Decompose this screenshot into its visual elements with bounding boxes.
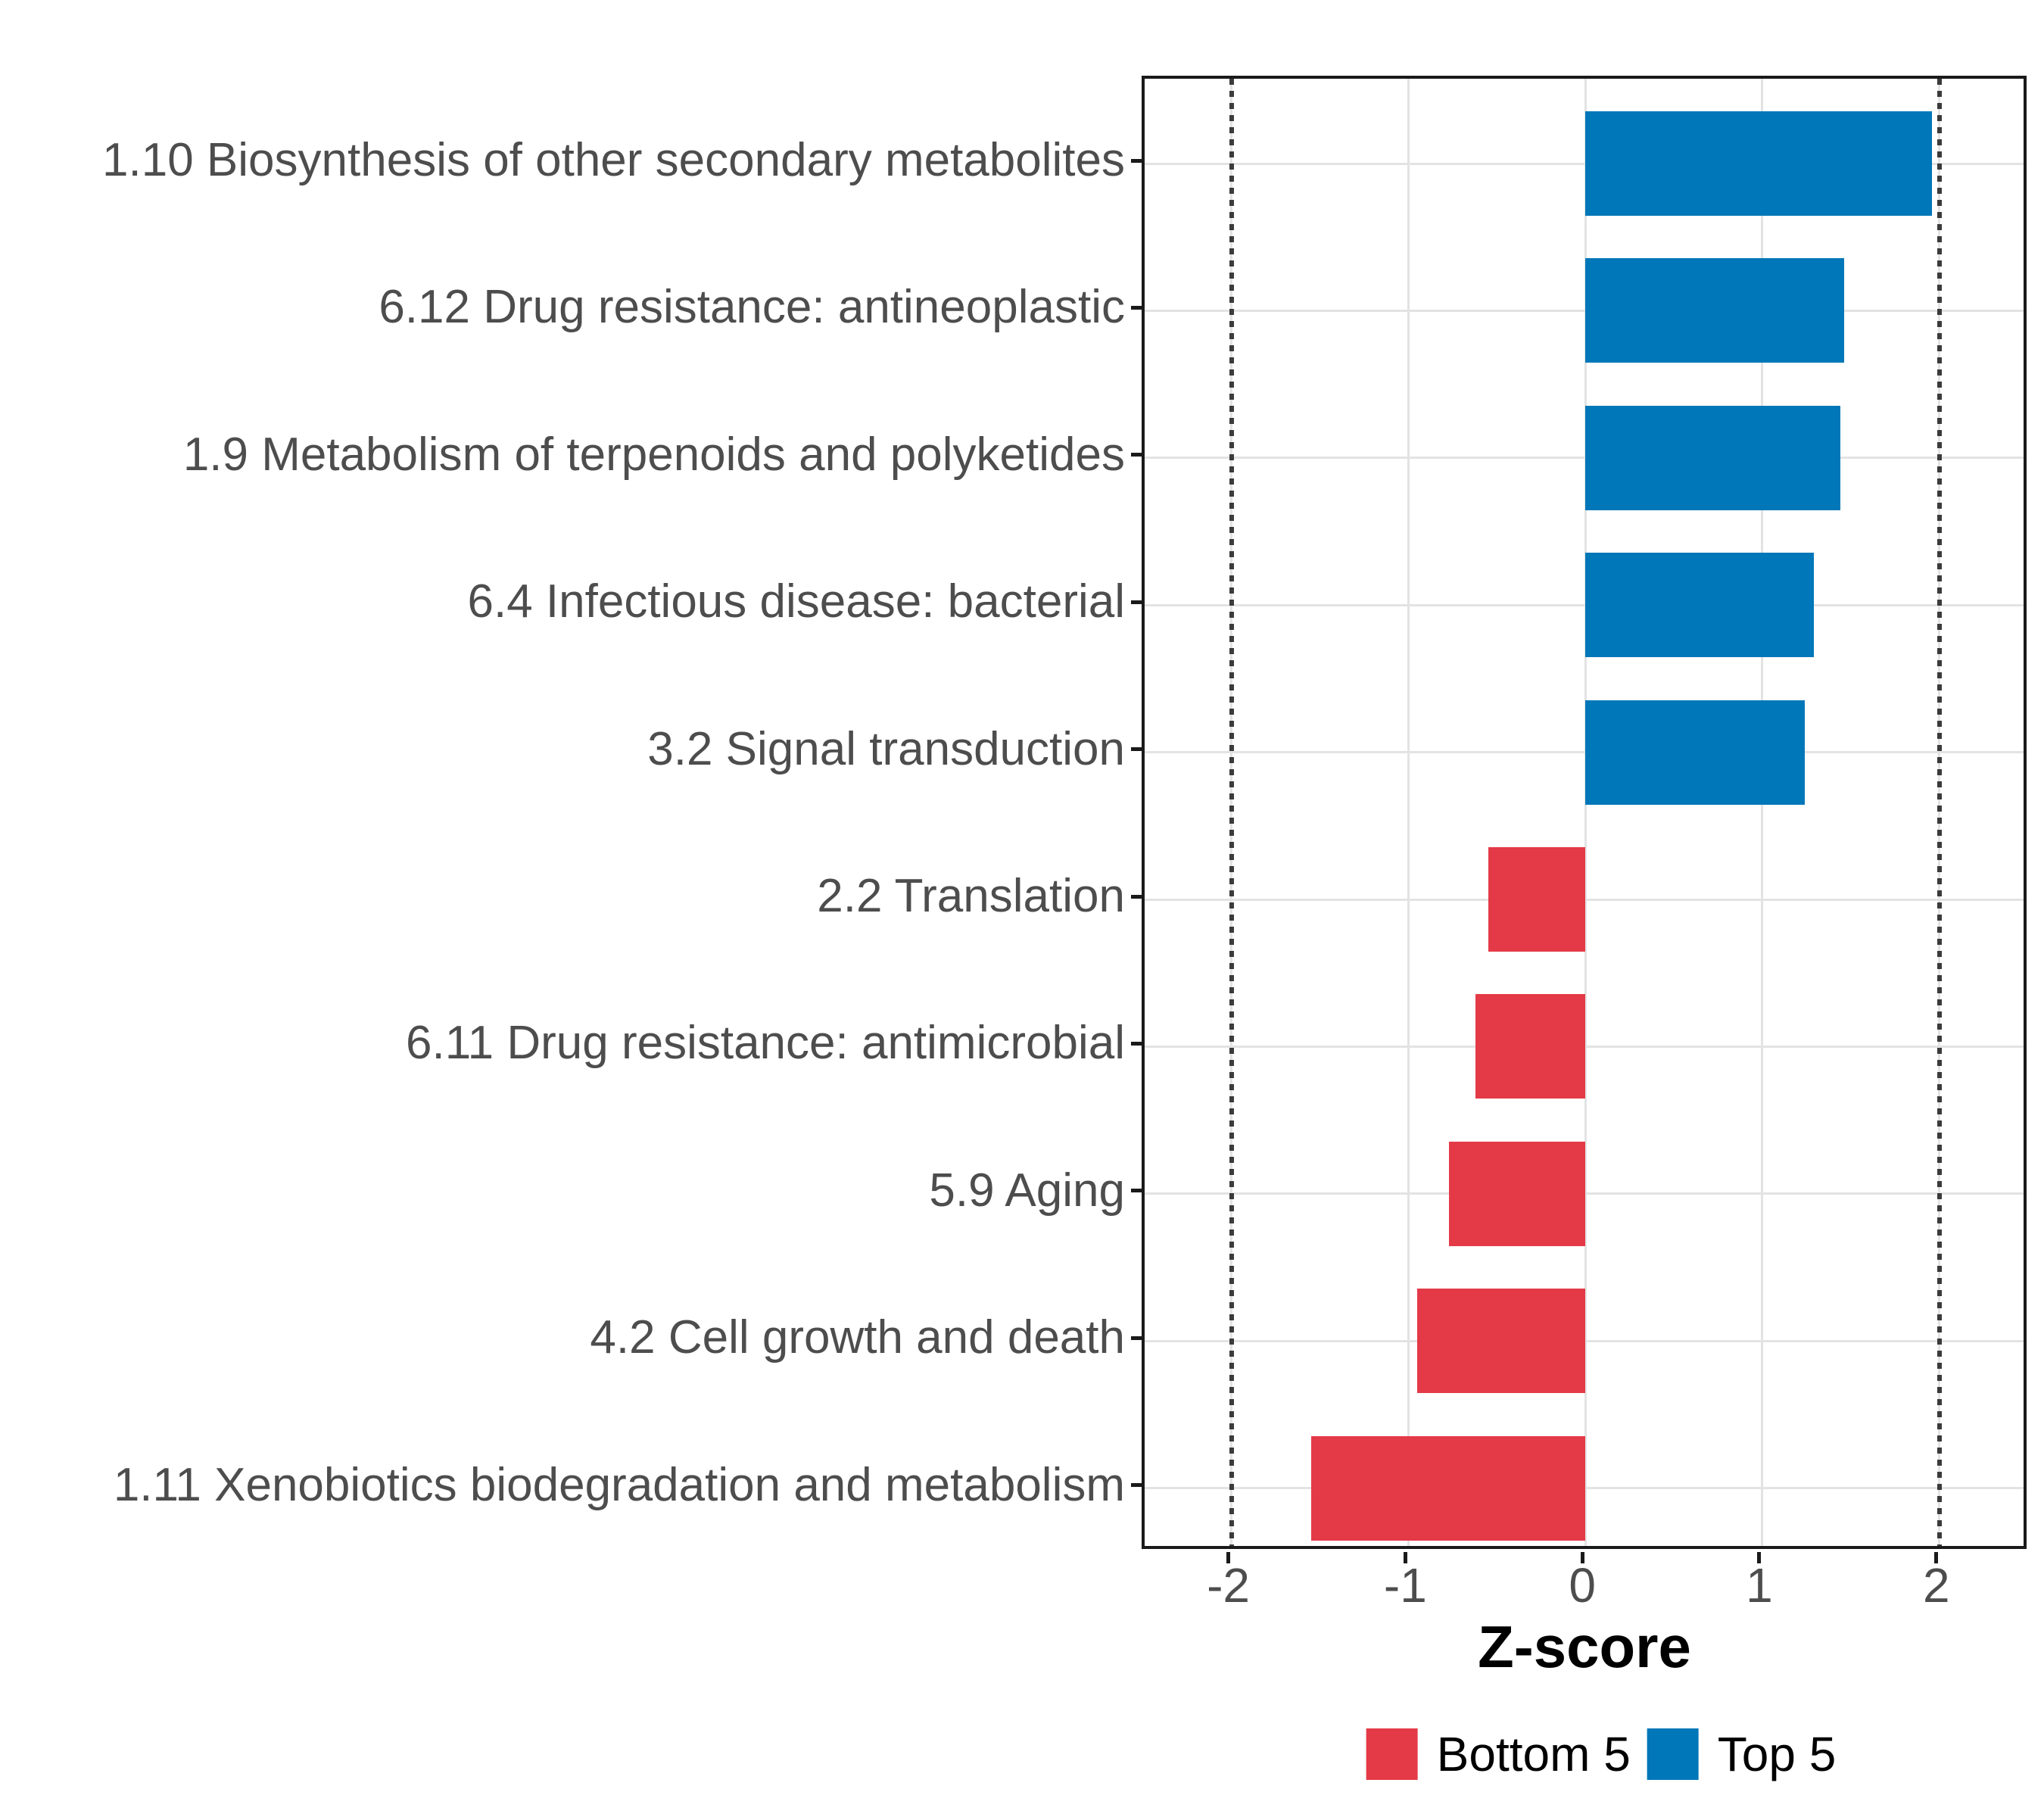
legend-item: Bottom 5 <box>1366 1728 1631 1780</box>
x-tick <box>1934 1552 1939 1563</box>
bar <box>1310 1435 1586 1541</box>
bar <box>1585 700 1806 805</box>
bar <box>1475 994 1586 1099</box>
y-tick <box>1131 747 1142 752</box>
bar <box>1585 405 1840 510</box>
y-tick <box>1131 1041 1142 1046</box>
bar <box>1488 847 1586 952</box>
gridline-row <box>1145 603 2024 606</box>
gridline-row <box>1145 162 2024 165</box>
y-tick <box>1131 894 1142 899</box>
x-axis-title: Z-score <box>1478 1613 1691 1680</box>
x-tick-label: -2 <box>1207 1558 1250 1613</box>
reference-line--2 <box>1229 79 1234 1546</box>
gridline-row <box>1145 309 2024 312</box>
legend-swatch-bottom-5 <box>1366 1728 1418 1780</box>
x-tick-label: -1 <box>1383 1558 1427 1613</box>
x-tick-label: 1 <box>1746 1558 1773 1613</box>
x-tick <box>1226 1552 1231 1563</box>
gridline-x-1 <box>1761 79 1764 1546</box>
gridline-x--1 <box>1407 79 1410 1546</box>
bar <box>1449 1141 1586 1246</box>
legend-swatch-top-5 <box>1647 1728 1699 1780</box>
x-tick <box>1580 1552 1584 1563</box>
y-axis-label: 5.9 Aging <box>929 1164 1125 1217</box>
y-axis-label: 6.12 Drug resistance: antineoplastic <box>379 281 1125 334</box>
y-tick <box>1131 1335 1142 1340</box>
gridline-x-0 <box>1584 79 1587 1546</box>
bar <box>1585 258 1844 363</box>
y-tick <box>1131 600 1142 604</box>
y-axis-label: 2.2 Translation <box>817 869 1125 922</box>
gridline-row <box>1145 457 2024 460</box>
bar <box>1417 1289 1586 1394</box>
reference-line-2 <box>1937 79 1942 1546</box>
y-axis-label: 1.9 Metabolism of terpenoids and polyket… <box>182 428 1125 481</box>
legend: Bottom 5 Top 5 <box>1366 1727 1837 1781</box>
y-axis-label: 4.2 Cell growth and death <box>590 1311 1125 1364</box>
x-tick <box>1757 1552 1762 1563</box>
y-axis-label: 6.4 Infectious disease: bacterial <box>467 575 1125 628</box>
y-tick <box>1131 453 1142 457</box>
plot-panel <box>1142 76 2027 1549</box>
y-tick <box>1131 1189 1142 1193</box>
y-axis-label: 6.11 Drug resistance: antimicrobial <box>406 1017 1125 1070</box>
y-axis-label: 1.11 Xenobiotics biodegradation and meta… <box>113 1458 1125 1511</box>
legend-label: Top 5 <box>1717 1727 1837 1781</box>
legend-item: Top 5 <box>1647 1727 1837 1781</box>
legend-label: Bottom 5 <box>1436 1727 1631 1781</box>
y-axis-label: 1.10 Biosynthesis of other secondary met… <box>102 133 1125 186</box>
bar <box>1585 553 1814 658</box>
y-axis-label: 3.2 Signal transduction <box>647 722 1125 775</box>
bar <box>1585 111 1933 216</box>
x-tick <box>1403 1552 1407 1563</box>
x-tick-label: 2 <box>1922 1558 1950 1613</box>
gridline-row <box>1145 751 2024 754</box>
y-tick <box>1131 1483 1142 1488</box>
x-tick-label: 0 <box>1569 1558 1596 1613</box>
y-tick <box>1131 305 1142 310</box>
y-tick <box>1131 158 1142 163</box>
